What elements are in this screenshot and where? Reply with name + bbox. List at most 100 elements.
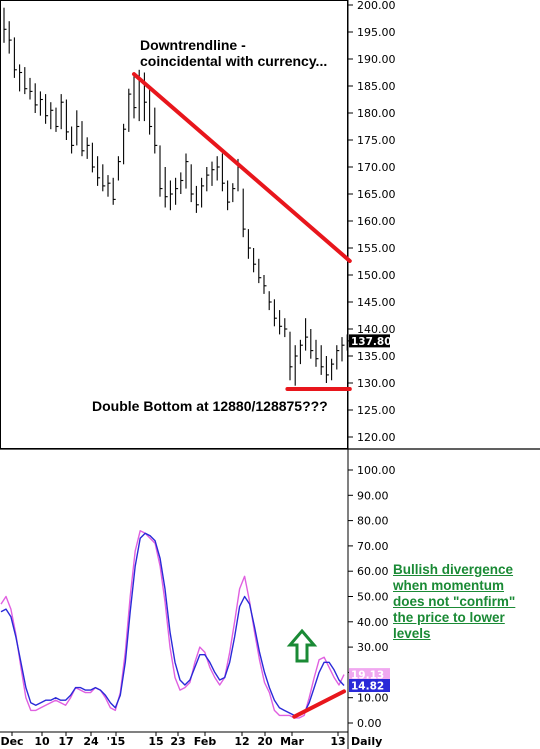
oscillator-slow-badge: 14.82 — [349, 679, 390, 693]
x-tick-label: 13 — [330, 735, 345, 748]
price-bar — [123, 123, 127, 165]
x-tick-label: Dec — [0, 735, 23, 748]
last-price-badge-label: 137.80 — [351, 336, 392, 348]
price-bar — [133, 75, 137, 119]
x-tick-label: 17 — [58, 735, 73, 748]
oscillator-fast-badge-box — [349, 668, 390, 682]
price-bar — [29, 77, 33, 100]
price-bar — [50, 102, 54, 130]
price-bar — [242, 188, 246, 238]
price-bars — [3, 7, 350, 386]
price-tick-label: 125.00 — [357, 404, 396, 417]
price-bar — [227, 180, 231, 211]
downtrend-line — [132, 72, 352, 263]
price-bar — [149, 86, 153, 135]
price-bar — [206, 167, 210, 192]
price-bar — [8, 21, 12, 54]
oscillator-fast-badge-label: 19.13 — [351, 670, 384, 682]
price-bar — [216, 156, 220, 181]
price-y-ticks: 120.00 125.00 130.00 135.00 140.00 145.00 150.… — [348, 0, 396, 444]
price-bar — [154, 107, 158, 154]
x-tick-label: 24 — [83, 735, 99, 748]
oscillator-tick-label: 50.00 — [357, 591, 389, 604]
price-bar — [253, 248, 257, 273]
price-bar — [81, 121, 85, 157]
last-price-badge: 137.80 — [349, 334, 392, 348]
price-bar — [107, 175, 111, 197]
price-bar — [190, 164, 194, 203]
oscillator-tick-label: 90.00 — [357, 489, 389, 502]
price-bar — [117, 156, 121, 181]
oscillator-tick-label: 100.00 — [357, 464, 396, 477]
price-bar — [289, 331, 293, 381]
price-bar — [341, 337, 345, 362]
x-tick-label: '15 — [107, 735, 126, 748]
downtrend-annotation-line-2: coincidental with currency... — [140, 53, 327, 69]
oscillator-tick-label: 30.00 — [357, 641, 389, 654]
oscillator-fast-line — [0, 530, 345, 719]
price-bar — [279, 310, 283, 335]
price-bar — [320, 345, 324, 375]
price-bar — [294, 345, 298, 386]
oscillator-fast-badge: 19.13 — [349, 668, 390, 682]
price-bar — [221, 153, 225, 192]
price-bar — [159, 145, 163, 197]
x-tick-label: 10 — [34, 735, 50, 748]
price-tick-label: 160.00 — [357, 215, 396, 228]
price-bar — [310, 329, 314, 359]
price-tick-label: 195.00 — [357, 26, 396, 39]
price-bar — [185, 153, 189, 189]
oscillator-tick-label: 10.00 — [357, 692, 389, 705]
price-bar — [201, 177, 205, 208]
price-bar — [164, 167, 168, 208]
price-bar — [24, 67, 28, 95]
last-price-badge-box — [349, 334, 390, 348]
price-bar — [268, 291, 272, 311]
price-bar — [112, 177, 116, 205]
price-bar — [331, 358, 335, 381]
price-bar — [273, 299, 277, 327]
price-bar — [39, 91, 43, 116]
bullish-divergence-note: Bullish divergence when momentum does no… — [393, 562, 535, 642]
price-bar — [60, 94, 64, 130]
price-bar — [169, 180, 173, 211]
price-bar — [143, 72, 147, 122]
note-line: the price to lower — [393, 610, 505, 625]
oscillator-slow-line — [0, 532, 345, 717]
price-tick-label: 200.00 — [357, 0, 396, 12]
note-line: Bullish divergence — [393, 562, 514, 577]
oscillator-slow-badge-box — [349, 679, 390, 693]
price-bar — [76, 110, 80, 146]
oscillator-tick-label: 40.00 — [357, 616, 389, 629]
oscillator-slow-badge-label: 14.82 — [351, 681, 384, 693]
price-bar — [263, 275, 267, 294]
period-label: Daily — [351, 735, 382, 748]
note-line: when momentum — [393, 578, 505, 593]
price-bar — [284, 318, 288, 338]
price-tick-label: 175.00 — [357, 134, 396, 147]
oscillator-tick-label: 60.00 — [357, 565, 389, 578]
price-tick-label: 140.00 — [357, 323, 396, 336]
price-bar — [86, 137, 90, 159]
price-tick-label: 170.00 — [357, 161, 396, 174]
price-tick-label: 185.00 — [357, 80, 396, 93]
price-tick-label: 145.00 — [357, 296, 396, 309]
price-tick-label: 190.00 — [357, 53, 396, 66]
price-bar — [91, 142, 95, 173]
price-bar — [71, 126, 75, 154]
price-bar — [65, 99, 69, 140]
x-tick-label: Mar — [280, 735, 304, 748]
price-bar — [211, 161, 215, 186]
x-tick-label: 20 — [257, 735, 273, 748]
price-bar — [45, 94, 49, 124]
price-bar — [195, 185, 199, 213]
price-tick-label: 155.00 — [357, 242, 396, 255]
price-bar — [19, 64, 23, 92]
price-bar — [315, 339, 319, 367]
x-tick-label: 23 — [170, 735, 185, 748]
price-bar — [325, 356, 329, 383]
x-axis-ticks: Dec 10 17 24 '15 15 23 Feb 12 20 Mar 13 Daily — [0, 732, 382, 748]
price-tick-label: 130.00 — [357, 377, 396, 390]
